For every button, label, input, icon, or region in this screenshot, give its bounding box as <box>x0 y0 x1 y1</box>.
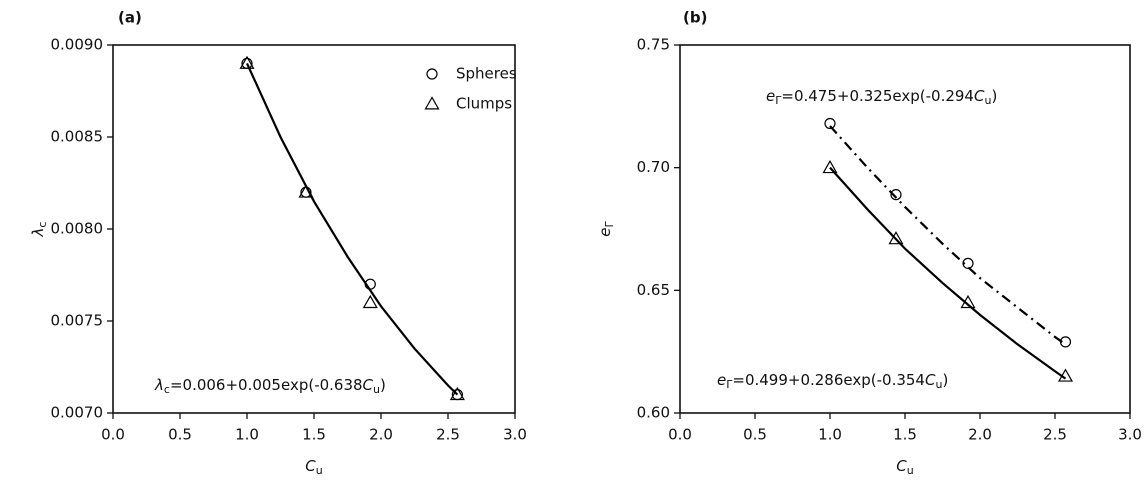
legend-label: Clumps <box>456 95 512 113</box>
text-run: C <box>925 371 936 389</box>
y-tick-label: 0.0090 <box>51 36 104 54</box>
x-tick-label: 0.5 <box>168 426 192 444</box>
text-run: ) <box>942 371 948 389</box>
x-tick-label: 1.5 <box>893 426 917 444</box>
x-tick-label: 0.5 <box>743 426 767 444</box>
x-tick-label: 0.0 <box>668 426 692 444</box>
y-tick-label: 0.70 <box>637 158 670 176</box>
text-run: λ <box>29 228 47 238</box>
text-run: =0.006+0.005exp(-0.638 <box>170 376 363 394</box>
text-run: u <box>935 378 942 391</box>
fit-curve <box>829 125 1067 346</box>
text-run: C <box>363 376 374 394</box>
text-run: e <box>766 87 775 105</box>
fit-curve <box>245 62 459 396</box>
x-tick-label: 1.0 <box>818 426 842 444</box>
y-tick-label: 0.0070 <box>51 404 104 422</box>
y-tick-label: 0.0080 <box>51 220 104 238</box>
y-tick-label: 0.0085 <box>51 128 104 146</box>
x-tick-label: 1.0 <box>235 426 259 444</box>
marker <box>960 294 976 309</box>
x-tick-label: 1.5 <box>302 426 326 444</box>
text-run: u <box>373 383 380 396</box>
text-run: e <box>596 227 614 236</box>
marker <box>824 117 836 130</box>
legend-marker <box>424 96 440 110</box>
text-run: Γ <box>726 378 733 391</box>
text-run: C <box>896 457 907 475</box>
x-axis-label: Cu <box>305 457 322 478</box>
text-run: =0.499+0.286exp(-0.354 <box>732 371 925 389</box>
annotation: λc=0.006+0.005exp(-0.638Cu) <box>154 376 386 397</box>
x-tick-label: 0.0 <box>101 426 125 444</box>
marker <box>962 257 974 269</box>
fit-curve <box>829 166 1067 380</box>
text-run: =0.475+0.325exp(-0.294 <box>781 87 974 105</box>
panel-label: (b) <box>683 9 707 27</box>
plot-frame <box>112 44 516 414</box>
text-run: u <box>984 94 991 107</box>
annotation: eΓ=0.499+0.286exp(-0.354Cu) <box>717 371 948 392</box>
text-run: Γ <box>603 220 616 227</box>
marker <box>822 159 838 174</box>
x-tick-label: 2.0 <box>968 426 992 444</box>
x-tick-label: 3.0 <box>503 426 527 444</box>
marker <box>1057 368 1074 382</box>
text-run: C <box>305 457 316 475</box>
x-axis-label: Cu <box>896 457 913 478</box>
y-tick-label: 0.65 <box>637 281 670 299</box>
text-run: C <box>974 87 985 105</box>
text-run: u <box>907 464 914 477</box>
text-run: e <box>717 371 726 389</box>
marker <box>362 294 378 309</box>
text-run: ) <box>991 87 997 105</box>
text-run: c <box>164 383 170 396</box>
y-tick-label: 0.75 <box>637 36 670 54</box>
y-tick-label: 0.0075 <box>51 312 104 330</box>
legend-marker <box>426 68 438 80</box>
y-axis-label: eΓ <box>596 220 617 236</box>
marker <box>364 278 376 290</box>
x-tick-label: 2.5 <box>1043 426 1067 444</box>
x-tick-label: 2.5 <box>436 426 460 444</box>
x-tick-label: 2.0 <box>369 426 393 444</box>
panel-label: (a) <box>118 9 142 27</box>
y-axis-label: λc <box>29 222 50 238</box>
text-run: Γ <box>775 94 782 107</box>
x-tick-label: 3.0 <box>1118 426 1142 444</box>
text-run: ) <box>380 376 386 394</box>
text-run: λ <box>154 376 164 394</box>
text-run: u <box>316 464 323 477</box>
legend-label: Spheres <box>456 65 517 83</box>
marker <box>449 386 465 401</box>
marker <box>888 231 904 245</box>
marker <box>298 184 314 198</box>
y-tick-label: 0.60 <box>637 404 670 422</box>
marker <box>1059 336 1072 348</box>
marker <box>890 189 902 201</box>
text-run: c <box>36 222 49 228</box>
annotation: eΓ=0.475+0.325exp(-0.294Cu) <box>766 87 997 108</box>
marker <box>239 55 255 69</box>
